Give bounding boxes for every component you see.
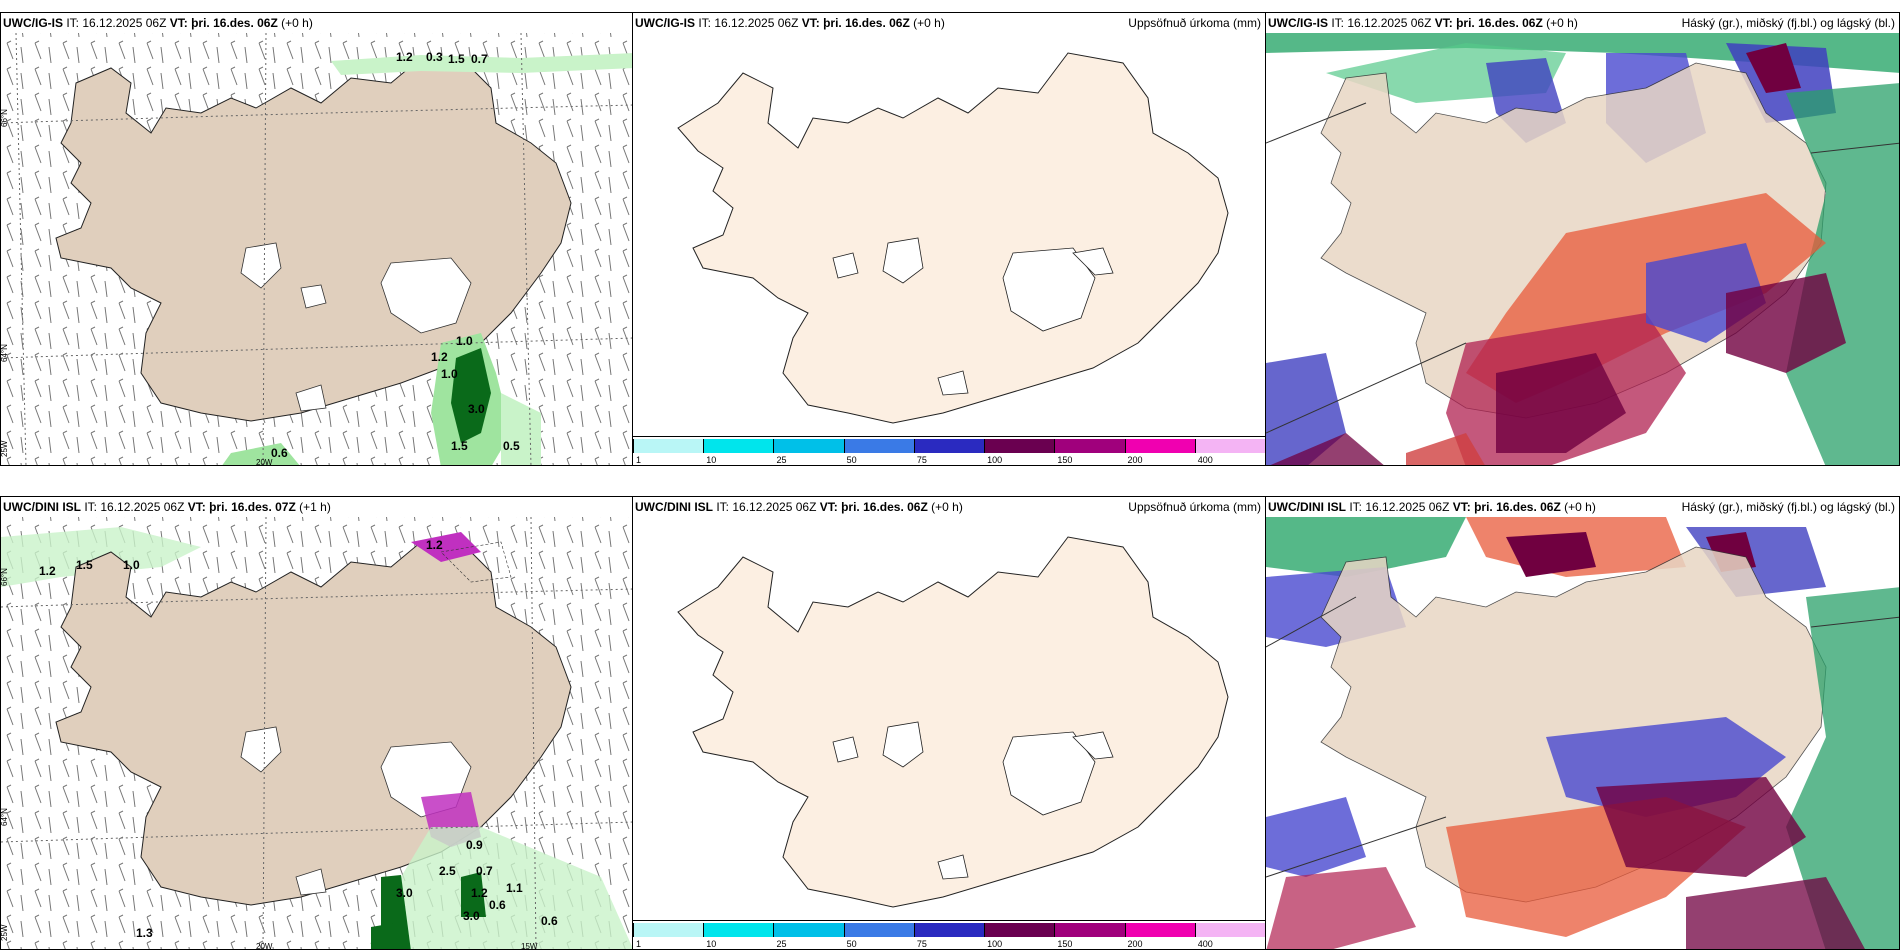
panel-header: UWC/IG-IS IT: 16.12.2025 06Z VT: þri. 16… xyxy=(3,16,313,30)
colorbar-segment: 1 xyxy=(633,439,704,465)
panel-title: Háský (gr.), miðský (fj.bl.) og lágský (… xyxy=(1681,500,1895,514)
panel-header: UWC/DINI ISL IT: 16.12.2025 06Z VT: þri.… xyxy=(3,500,331,514)
precip-value: 1.2 xyxy=(471,886,488,900)
colorbar-label: 400 xyxy=(1197,939,1213,949)
colorbar-label: 100 xyxy=(987,455,1003,465)
precip-value: 0.6 xyxy=(489,898,506,912)
precip-value: 0.6 xyxy=(271,446,288,460)
lon-20-label: 20W xyxy=(256,458,273,466)
colorbar: 1 10 25 50 75 100 150 200 400 xyxy=(633,436,1265,465)
colorbar-label: 100 xyxy=(987,939,1003,949)
colorbar-label: 10 xyxy=(706,455,717,465)
precip-value: 3.0 xyxy=(396,886,413,900)
cloud-map xyxy=(1266,33,1899,465)
colorbar-label: 1 xyxy=(636,939,642,949)
lon-20-label: 20W xyxy=(256,942,273,950)
panel-bottom-mid: UWC/DINI ISL IT: 16.12.2025 06Z VT: þri.… xyxy=(632,496,1266,950)
precip-value: 0.7 xyxy=(476,864,493,878)
colorbar-label: 200 xyxy=(1127,939,1143,949)
precip-value: 1.2 xyxy=(431,350,448,364)
lat-64-label: 64°N xyxy=(1,808,9,826)
panel-top-mid: UWC/IG-IS IT: 16.12.2025 06Z VT: þri. 16… xyxy=(632,12,1266,466)
iceland-land xyxy=(677,52,1229,424)
panel-bottom-left: UWC/DINI ISL IT: 16.12.2025 06Z VT: þri.… xyxy=(0,496,633,950)
lat-64-label: 64°N xyxy=(1,344,9,362)
precip-value: 0.5 xyxy=(503,439,520,453)
colorbar-segment: 1 xyxy=(633,923,704,949)
colorbar-segment: 150 xyxy=(1054,439,1125,465)
precip-value: 0.7 xyxy=(471,52,488,66)
colorbar-label: 150 xyxy=(1057,939,1073,949)
colorbar-label: 25 xyxy=(776,455,787,465)
panel-title: Háský (gr.), miðský (fj.bl.) og lágský (… xyxy=(1681,16,1895,30)
colorbar-label: 400 xyxy=(1197,455,1213,465)
panel-top-right: UWC/IG-IS IT: 16.12.2025 06Z VT: þri. 16… xyxy=(1265,12,1900,466)
precip-value: 0.6 xyxy=(541,914,558,928)
lon-15-label: 15W xyxy=(521,942,538,950)
panel-bottom-right: UWC/DINI ISL IT: 16.12.2025 06Z VT: þri.… xyxy=(1265,496,1900,950)
colorbar-label: 10 xyxy=(706,939,717,949)
precip-value: 1.3 xyxy=(136,926,153,940)
colorbar-label: 1 xyxy=(636,455,642,465)
precip-value: 1.0 xyxy=(456,334,473,348)
wind-map: 66°N 64°N 20W 25W 1.2 0.3 1.5 0.7 1.0 1.… xyxy=(1,32,632,466)
colorbar-label: 75 xyxy=(916,939,927,949)
panel-header: UWC/DINI ISL IT: 16.12.2025 06Z VT: þri.… xyxy=(1268,500,1596,514)
colorbar-segment: 75 xyxy=(913,923,985,949)
precip-value: 1.5 xyxy=(451,439,468,453)
panel-top-left: UWC/IG-IS IT: 16.12.2025 06Z VT: þri. 16… xyxy=(0,12,633,466)
precip-value: 1.1 xyxy=(506,881,523,895)
colorbar-segment: 100 xyxy=(984,923,1055,949)
iceland-land xyxy=(55,57,572,422)
precip-map xyxy=(677,52,1229,424)
colorbar-segment: 400 xyxy=(1194,923,1265,949)
colorbar-segment: 50 xyxy=(843,439,914,465)
colorbar-label: 75 xyxy=(916,455,927,465)
colorbar: 1 10 25 50 75 100 150 200 400 xyxy=(633,920,1265,949)
iceland-land xyxy=(677,536,1229,908)
colorbar-segment: 400 xyxy=(1194,439,1265,465)
precip-value: 1.2 xyxy=(396,50,413,64)
precip-value: 1.0 xyxy=(123,558,140,572)
colorbar-segment: 25 xyxy=(773,439,844,465)
cloud-map xyxy=(1266,517,1899,949)
panel-header: UWC/IG-IS IT: 16.12.2025 06Z VT: þri. 16… xyxy=(635,16,945,30)
precip-value: 2.5 xyxy=(439,864,456,878)
lat-66-label: 66°N xyxy=(1,568,9,586)
colorbar-segment: 100 xyxy=(984,439,1055,465)
colorbar-segment: 25 xyxy=(773,923,844,949)
colorbar-label: 25 xyxy=(776,939,787,949)
panel-header: UWC/IG-IS IT: 16.12.2025 06Z VT: þri. 16… xyxy=(1268,16,1578,30)
panel-title: Uppsöfnuð úrkoma (mm) xyxy=(1128,16,1261,30)
precip-value: 1.2 xyxy=(426,538,443,552)
colorbar-segment: 200 xyxy=(1124,923,1195,949)
precip-value: 1.2 xyxy=(39,564,56,578)
precip-value: 3.0 xyxy=(468,402,485,416)
precip-value: 1.5 xyxy=(448,52,465,66)
colorbar-segment: 10 xyxy=(703,923,774,949)
colorbar-segment: 200 xyxy=(1124,439,1195,465)
lon-25-label: 25W xyxy=(1,440,9,457)
precip-value: 1.0 xyxy=(441,367,458,381)
colorbar-segment: 150 xyxy=(1054,923,1125,949)
precip-value: 0.9 xyxy=(466,838,483,852)
colorbar-segment: 10 xyxy=(703,439,774,465)
colorbar-label: 150 xyxy=(1057,455,1073,465)
colorbar-segment: 75 xyxy=(913,439,985,465)
lat-66-label: 66°N xyxy=(1,109,9,127)
colorbar-segment: 50 xyxy=(843,923,914,949)
colorbar-label: 200 xyxy=(1127,455,1143,465)
precip-value: 0.3 xyxy=(426,50,443,64)
precip-value: 1.5 xyxy=(76,558,93,572)
colorbar-label: 50 xyxy=(846,939,857,949)
panel-title: Uppsöfnuð úrkoma (mm) xyxy=(1128,500,1261,514)
colorbar-label: 50 xyxy=(846,455,857,465)
wind-map: 66°N 64°N 20W 15W 25W 1.2 1.0 1.5 1.2 0.… xyxy=(1,516,632,950)
panel-header: UWC/DINI ISL IT: 16.12.2025 06Z VT: þri.… xyxy=(635,500,963,514)
precip-map xyxy=(677,536,1229,908)
lon-25-label: 25W xyxy=(1,924,9,941)
precip-value: 3.0 xyxy=(463,909,480,923)
